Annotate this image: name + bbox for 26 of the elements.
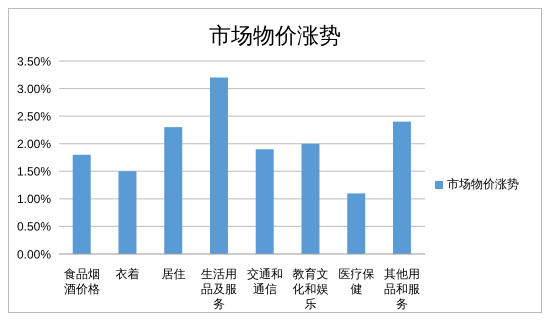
x-tick-label: 居住 — [161, 267, 186, 281]
y-tick-label: 1.00% — [16, 192, 52, 206]
x-tick-label: 医疗保健 — [338, 267, 374, 296]
chart-title: 市场物价涨势 — [209, 23, 341, 48]
bar — [301, 144, 320, 254]
x-tick-label: 生活用品及服务 — [201, 267, 238, 311]
bar — [392, 122, 411, 254]
y-tick-label: 3.50% — [16, 54, 52, 68]
bar — [347, 193, 366, 254]
bar — [118, 171, 136, 254]
x-tick-label: 衣着 — [116, 267, 140, 281]
bar — [72, 154, 91, 254]
bar — [256, 149, 274, 254]
y-tick-label: 3.00% — [16, 82, 52, 96]
y-tick-label: 2.50% — [16, 109, 52, 124]
bar — [210, 78, 228, 254]
x-tick-label: 教育文化和娱乐 — [292, 267, 329, 311]
y-tick-label: 0.00% — [16, 247, 52, 262]
x-tick-label: 食品烟酒价格 — [64, 267, 100, 296]
legend-label: 市场物价涨势 — [447, 177, 519, 191]
bar — [164, 127, 182, 254]
x-tick-label: 交通和通信 — [246, 267, 283, 296]
y-tick-label: 2.00% — [16, 136, 52, 151]
y-tick-label: 1.50% — [16, 164, 52, 179]
x-tick-label: 其他用品和服务 — [384, 267, 420, 311]
y-tick-label: 0.50% — [16, 220, 52, 234]
